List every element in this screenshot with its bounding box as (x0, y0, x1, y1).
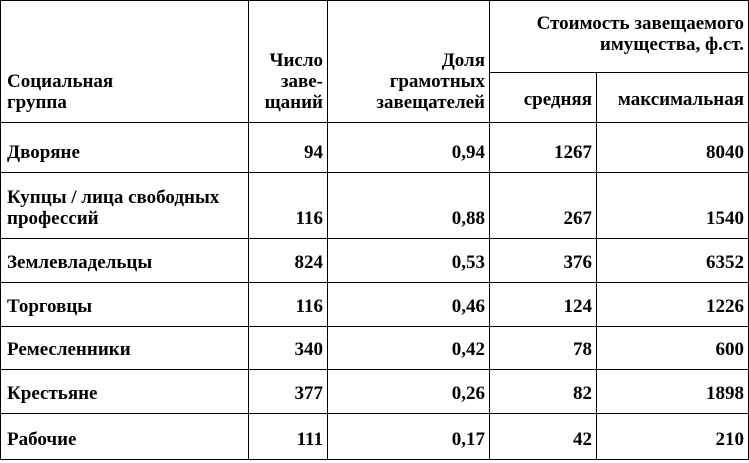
table-row: Купцы / лица свободных профессий 116 0,88 2… (0, 172, 749, 239)
table-header: Социальная группа Число заве- щаний Доля… (0, 0, 749, 123)
header-cell: Стоимость завещаемого имущества, ф.ст. (489, 0, 749, 73)
cell: 8040 (596, 122, 749, 173)
cell: 210 (596, 413, 749, 460)
cell: 1226 (596, 282, 749, 327)
cell: 82 (489, 369, 597, 414)
header-cell: Доля грамотных завещателей (327, 0, 490, 123)
table-row: Дворяне 94 0,94 1267 8040 (0, 122, 749, 173)
cell: 42 (489, 413, 597, 460)
table-row: Ремесленники 340 0,42 78 600 (0, 326, 749, 370)
cell: 1267 (489, 122, 597, 173)
table-row: Землевладельцы 824 0,53 376 6352 (0, 238, 749, 283)
header-cell: Социальная группа (0, 0, 249, 123)
cell: 0,53 (327, 238, 490, 283)
row-label: Ремесленники (0, 326, 249, 370)
header-cell: средняя (489, 72, 597, 123)
header-cell: Число заве- щаний (248, 0, 328, 123)
cell: 0,26 (327, 369, 490, 414)
cell: 94 (248, 122, 328, 173)
table-body: Дворяне 94 0,94 1267 8040 Купцы / лица свобод… (0, 122, 749, 460)
table-row: Рабочие 111 0,17 42 210 (0, 413, 749, 460)
row-label: Землевладельцы (0, 238, 249, 283)
cell: 0,46 (327, 282, 490, 327)
cell: 377 (248, 369, 328, 414)
row-label: Торговцы (0, 282, 249, 327)
row-label: Дворяне (0, 122, 249, 173)
cell: 0,17 (327, 413, 490, 460)
cell: 376 (489, 238, 597, 283)
cell: 267 (489, 172, 597, 239)
cell: 111 (248, 413, 328, 460)
cell: 600 (596, 326, 749, 370)
cell: 0,94 (327, 122, 490, 173)
row-label: Рабочие (0, 413, 249, 460)
cell: 824 (248, 238, 328, 283)
header-cell: максимальная (596, 72, 749, 123)
cell: 340 (248, 326, 328, 370)
cell: 116 (248, 282, 328, 327)
cell: 1898 (596, 369, 749, 414)
cell: 0,42 (327, 326, 490, 370)
table-row: Торговцы 116 0,46 124 1226 (0, 282, 749, 327)
cell: 78 (489, 326, 597, 370)
table-row: Крестьяне 377 0,26 82 1898 (0, 369, 749, 414)
row-label: Купцы / лица свободных профессий (0, 172, 249, 239)
cell: 116 (248, 172, 328, 239)
row-label: Крестьяне (0, 369, 249, 414)
cell: 0,88 (327, 172, 490, 239)
cell: 124 (489, 282, 597, 327)
cell: 1540 (596, 172, 749, 239)
cell: 6352 (596, 238, 749, 283)
